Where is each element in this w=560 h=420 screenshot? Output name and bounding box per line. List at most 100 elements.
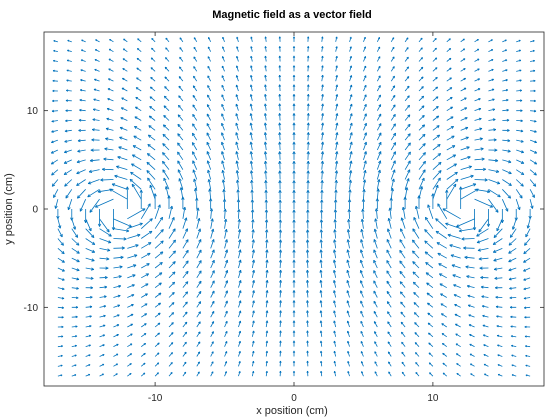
vector-arrow [495, 305, 503, 309]
vector-arrow [412, 281, 420, 288]
vector-arrow [113, 294, 121, 298]
vector-arrow [206, 132, 212, 141]
vector-arrow [432, 161, 442, 170]
vector-arrow [177, 133, 184, 141]
vector-arrow [476, 238, 489, 244]
vector-arrow [432, 125, 440, 131]
vector-arrow [488, 188, 501, 198]
vector-arrow [195, 197, 199, 209]
vector-arrow [278, 180, 282, 190]
vector-arrow [418, 86, 424, 92]
vector-arrow [460, 183, 477, 190]
vector-arrow [418, 133, 426, 141]
vector-arrow [347, 371, 350, 377]
vector-arrow [362, 179, 367, 190]
vector-arrow [235, 170, 240, 180]
vector-arrow [320, 170, 324, 180]
vector-arrow [418, 37, 423, 43]
vector-arrow [418, 152, 426, 161]
vector-arrow [432, 76, 438, 82]
vector-arrow [278, 94, 282, 101]
vector-arrow [168, 250, 176, 259]
vector-arrow [141, 242, 152, 249]
vector-arrow [278, 259, 283, 269]
vector-arrow [278, 132, 282, 141]
vector-arrow [292, 300, 296, 308]
vector-arrow [193, 66, 198, 72]
vector-arrow [136, 57, 142, 62]
vector-arrow [488, 158, 499, 163]
vector-arrow [432, 96, 439, 102]
vector-arrow [362, 189, 366, 200]
vector-arrow [401, 371, 406, 377]
vector-arrow [511, 364, 517, 367]
vector-arrow [123, 38, 128, 43]
vector-arrow [516, 39, 521, 43]
vector-arrow [390, 113, 396, 121]
vector-arrow [502, 179, 512, 186]
vector-arrow [113, 246, 125, 250]
vector-arrow [488, 128, 497, 132]
vector-arrow [399, 239, 406, 249]
vector-arrow [235, 141, 239, 151]
vector-arrow [428, 342, 434, 347]
vector-arrow [238, 269, 242, 278]
vector-arrow [79, 199, 87, 212]
vector-arrow [516, 89, 522, 92]
vector-arrow [376, 104, 382, 111]
vector-arrow [432, 134, 441, 141]
vector-arrow [85, 295, 93, 299]
vector-arrow [390, 75, 395, 82]
vector-arrow [191, 132, 198, 141]
vector-arrow [196, 371, 200, 377]
vector-arrow [238, 340, 241, 347]
vector-arrow [429, 372, 434, 377]
vector-arrow [278, 84, 282, 92]
vector-arrow [168, 322, 174, 328]
vector-arrow [182, 228, 188, 239]
vector-arrow [306, 180, 310, 190]
vector-arrow [182, 217, 188, 229]
vector-arrow [334, 189, 338, 200]
vector-arrow [292, 229, 296, 239]
vector-arrow [523, 257, 531, 263]
vector-arrow [516, 49, 521, 53]
vector-arrow [210, 228, 215, 239]
vector-arrow [494, 286, 503, 290]
vector-arrow [207, 179, 212, 190]
vector-arrow [333, 360, 337, 367]
vector-arrow [224, 361, 228, 367]
vector-arrow [210, 218, 214, 229]
vector-arrow [502, 118, 510, 122]
vector-arrow [530, 40, 535, 43]
vector-arrow [497, 364, 503, 367]
vector-arrow [488, 68, 494, 72]
vector-arrow [349, 36, 352, 42]
vector-arrow [530, 119, 537, 123]
vector-arrow [386, 239, 392, 249]
vector-arrow [390, 37, 395, 43]
vector-arrow [306, 94, 310, 101]
vector-arrow [224, 351, 228, 357]
vector-arrow [292, 113, 296, 121]
vector-arrow [118, 146, 128, 151]
vector-arrow [508, 277, 517, 281]
vector-arrow [529, 169, 537, 176]
vector-arrow [400, 301, 406, 308]
vector-arrow [488, 59, 494, 62]
vector-arrow [65, 109, 72, 112]
vector-arrow [236, 46, 239, 52]
vector-arrow [374, 331, 378, 338]
vector-arrow [71, 296, 79, 300]
vector-arrow [67, 39, 72, 43]
vector-arrow [502, 69, 508, 72]
vector-arrow [57, 248, 65, 255]
vector-arrow [106, 117, 114, 121]
vector-arrow [113, 334, 119, 338]
vector-arrow [224, 259, 229, 269]
vector-arrow [335, 103, 339, 111]
vector-arrow [278, 55, 282, 62]
vector-arrow [454, 304, 461, 308]
vector-arrow [210, 259, 215, 269]
vector-arrow [460, 136, 469, 141]
